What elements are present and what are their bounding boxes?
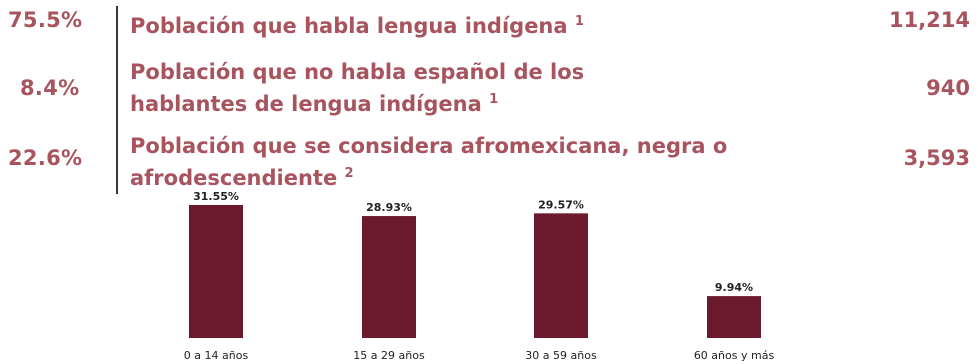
x-tick-label: 60 años y más <box>694 349 775 362</box>
data-label: 31.55% <box>193 190 239 203</box>
data-label: 29.57% <box>538 198 584 211</box>
stat-percent: 22.6% <box>8 146 83 170</box>
stat-percent: 75.5% <box>8 8 83 32</box>
x-tick-label: 30 a 59 años <box>525 349 597 362</box>
stat-percent: 8.4% <box>20 76 80 100</box>
stat-count: 11,214 <box>888 8 970 32</box>
stat-label: Población que no habla español de los ha… <box>130 60 585 116</box>
data-label: 28.93% <box>366 201 412 214</box>
data-label: 9.94% <box>715 281 753 294</box>
stat-label: Población que se considera afromexicana,… <box>130 134 728 190</box>
stat-label: Población que habla lengua indígena 1 <box>130 14 584 38</box>
footnote-marker: 1 <box>489 92 499 107</box>
age-distribution-chart: 31.55% 0 a 14 años 28.93% 15 a 29 años 29.57… <box>184 190 775 362</box>
bar <box>707 296 761 338</box>
footnote-marker: 1 <box>574 14 584 29</box>
bar <box>189 205 243 338</box>
x-tick-label: 15 a 29 años <box>353 349 425 362</box>
population-stats: 75.5% Población que habla lengua indígen… <box>8 6 970 194</box>
footnote-marker: 2 <box>344 166 354 181</box>
x-tick-label: 0 a 14 años <box>184 349 249 362</box>
bar <box>362 216 416 338</box>
vertical-divider <box>116 6 118 194</box>
stat-count: 3,593 <box>903 146 970 170</box>
bar <box>534 213 588 338</box>
stat-count: 940 <box>926 76 970 100</box>
